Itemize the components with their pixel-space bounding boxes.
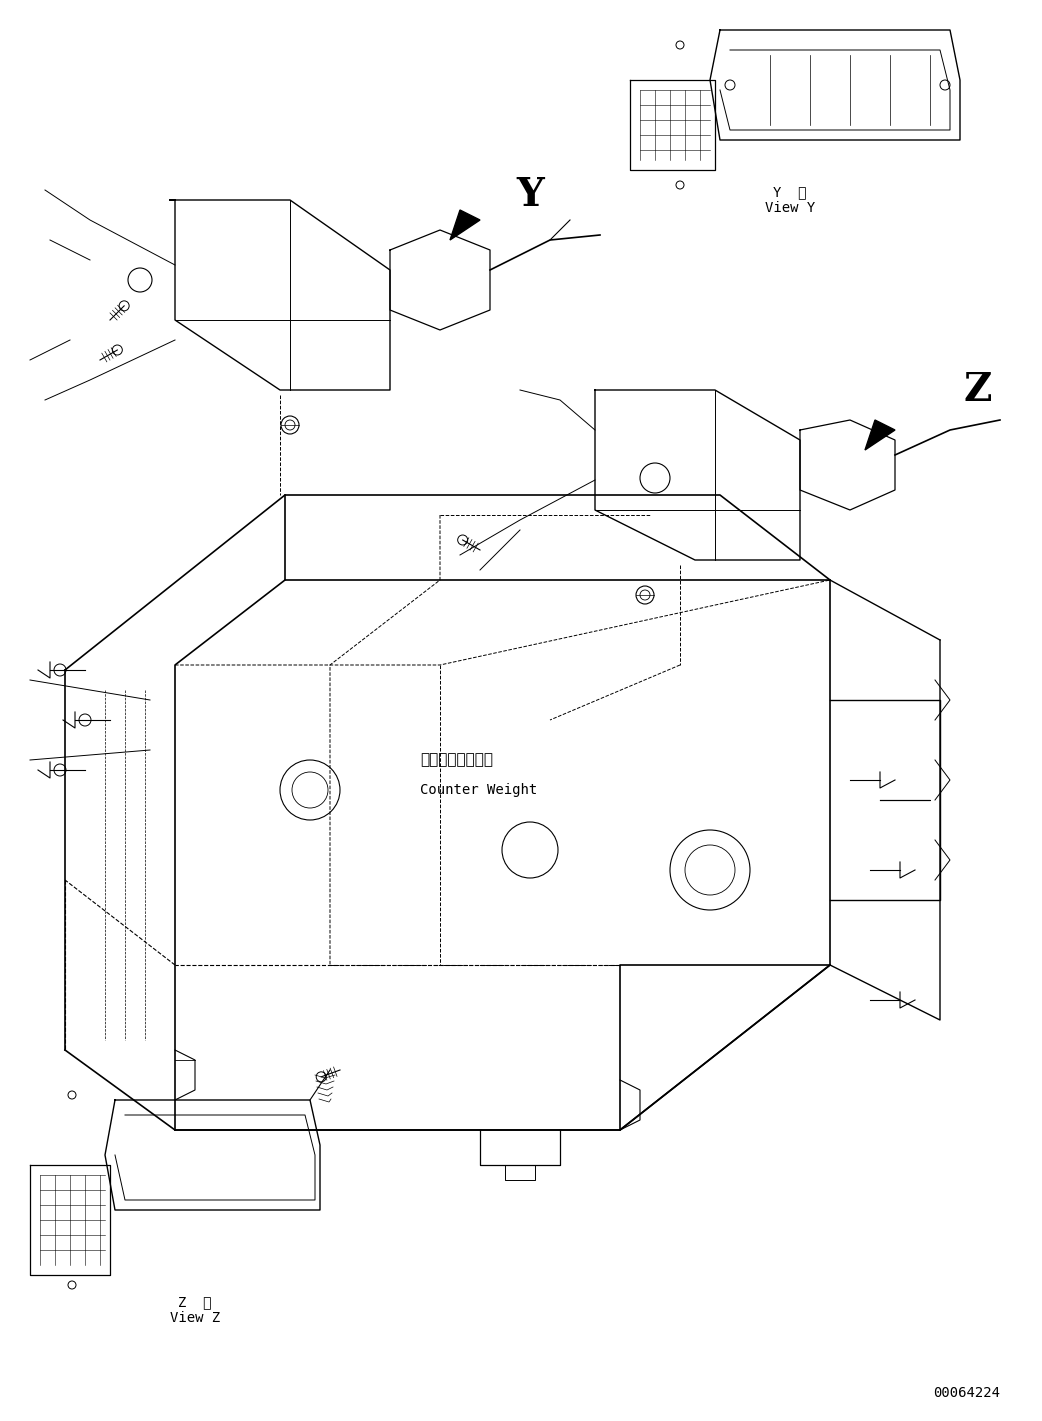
Text: カウンタウェイト: カウンタウェイト	[420, 753, 493, 767]
Text: 00064224: 00064224	[933, 1385, 1000, 1400]
Text: Counter Weight: Counter Weight	[420, 783, 538, 797]
Polygon shape	[865, 421, 895, 450]
Polygon shape	[450, 210, 480, 240]
Text: Z  視
View Z: Z 視 View Z	[170, 1295, 220, 1326]
Text: Y  視
View Y: Y 視 View Y	[765, 185, 815, 215]
Text: Y: Y	[516, 176, 544, 215]
Text: Z: Z	[964, 371, 992, 409]
